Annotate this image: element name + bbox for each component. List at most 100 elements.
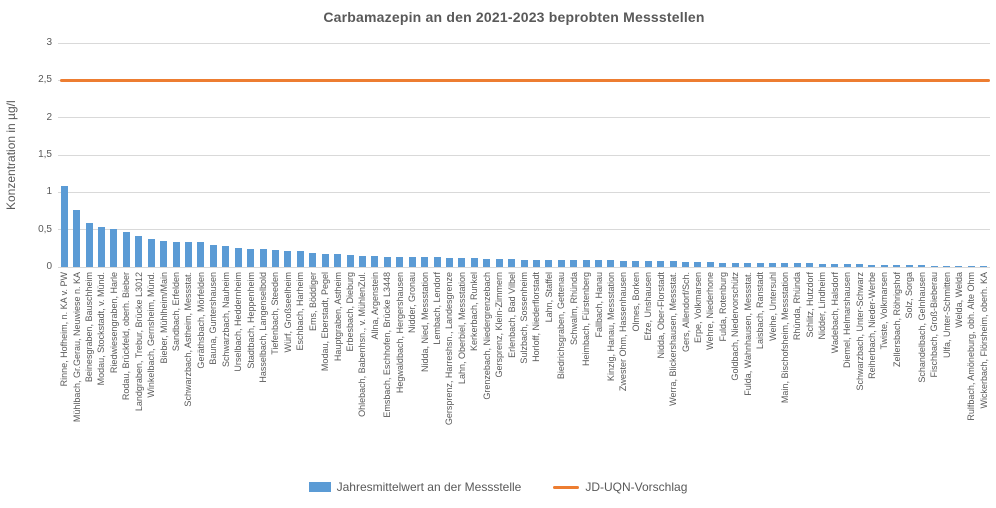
x-axis-label: Hegwaldbach, Hergershausen: [394, 272, 405, 394]
y-tick-label: 0,5: [38, 223, 52, 235]
bar: [73, 209, 81, 267]
x-axis-label: Fallbach, Hanau: [593, 272, 604, 338]
bar: [396, 256, 404, 267]
uqn-reference-line: [60, 78, 990, 82]
x-axis-label: Rhünda, Rhünda: [792, 272, 803, 341]
bar: [756, 262, 764, 267]
x-axis-label: Stadtbach, Heppenheim: [245, 272, 256, 369]
bar: [271, 249, 279, 267]
x-axis-label: Rodau, Brückfeld, oberh. Bieber: [121, 272, 132, 401]
x-axis-label: Kinzig, Hanau, Messstation: [605, 272, 616, 382]
bar: [408, 257, 416, 267]
bar: [880, 264, 888, 267]
bar: [160, 240, 168, 267]
bar: [520, 259, 528, 267]
y-tick-label: 1: [46, 186, 52, 198]
bar: [259, 249, 267, 267]
bar: [296, 251, 304, 267]
bar: [818, 264, 826, 267]
bar: [682, 261, 690, 267]
x-axis-label: Nidder, Lindheim: [817, 272, 828, 340]
bar: [781, 263, 789, 267]
x-axis-label: Schlitz, Hutzdorf: [804, 272, 815, 338]
bar: [532, 259, 540, 267]
gridline: [58, 229, 990, 231]
x-axis-label: Modau, Eberstadt, Pegel: [320, 272, 331, 372]
bar: [247, 249, 255, 267]
y-tick-label: 2: [46, 111, 52, 123]
x-axis-label: Diemel, Helmarshausen: [842, 272, 853, 369]
x-axis-label: Schwarzbach, Nauheim: [220, 272, 231, 368]
x-axis-label: Lahn, Staffel: [543, 272, 554, 323]
x-axis-label: Rulfbach, Amöneburg, obh. Alte Ohm: [966, 272, 977, 421]
bar: [570, 260, 578, 267]
x-axis-label: Sulzbach, Sossenheim: [519, 272, 529, 364]
legend-label-reference-line: JD-UQN-Vorschlag: [585, 480, 688, 494]
gridline: [58, 154, 990, 156]
x-axis-label: Fulda, Wahnhausen, Messstat.: [742, 272, 753, 396]
bar: [508, 258, 516, 267]
x-axis-label: Horloff, Niederflorstadt: [531, 272, 542, 362]
x-axis-label: Landgraben, Trebur, Brücke L3012: [133, 272, 144, 412]
x-axis-label: Welda, Welda: [953, 272, 964, 328]
bar: [856, 264, 864, 267]
gridline: [58, 191, 990, 193]
x-axis-label: Efze, Unshausen: [643, 272, 654, 341]
x-axis-label: Biedrichsgraben, Gettenau: [556, 272, 567, 380]
bar: [657, 261, 665, 267]
x-axis-label: Fulda, Rotenburg: [717, 272, 728, 342]
bar: [905, 264, 913, 267]
reference-line-swatch-icon: [553, 485, 580, 489]
x-axis-label: Emsbach, Eschhofen, Brücke L3448: [382, 272, 393, 418]
x-axis-label: Hauptgraben, Astheim: [332, 272, 343, 362]
x-axis-label: Mühlbach, Gr.Gerau, Neuwiese n. KA: [71, 272, 82, 423]
x-axis-label: Wehre, Niederhone: [705, 272, 716, 350]
bar: [943, 265, 950, 267]
bar: [85, 222, 93, 267]
bar: [483, 258, 491, 267]
bar: [122, 231, 130, 267]
bar: [980, 265, 988, 267]
x-axis-label: Erlenbach, Bad Vilbel: [506, 272, 517, 358]
chart-title: Carbamazepin an den 2021-2023 beprobten …: [323, 9, 705, 25]
x-axis-label: Geräthsbach, Mörfelden: [195, 272, 206, 369]
x-axis-label: Kerkerbach, Runkel: [469, 272, 480, 352]
y-tick-label: 3: [46, 37, 52, 48]
bar: [97, 227, 105, 267]
bar: [918, 264, 926, 267]
bar: [309, 252, 317, 267]
bar: [209, 245, 217, 267]
bar: [458, 258, 466, 267]
y-tick-label: 0: [46, 261, 52, 272]
x-axis-label: Erbesbach, Dieburg: [345, 272, 356, 352]
x-axis-label: Winkelbach, Gernsheim, Münd.: [146, 272, 157, 398]
x-axis-label: Beinesgraben, Bauschheim: [84, 272, 95, 383]
x-axis-label: Werra, Blickershausen, Messstat.: [668, 272, 679, 406]
gridline: [58, 266, 990, 268]
bar: [135, 235, 143, 267]
bar: [172, 241, 180, 267]
x-axis-label: Ulfa, Unter-Schmitten: [941, 272, 952, 359]
bar: [383, 256, 391, 267]
bar: [358, 255, 366, 267]
x-axis-label: Ohlebach, Babenhsn., v. MühlenZul.: [357, 272, 368, 417]
bar: [930, 265, 938, 267]
x-axis-label: Schwarzbach, Unter-Schwarz: [854, 272, 865, 391]
bar: [967, 265, 975, 267]
bar: [421, 257, 429, 267]
x-axis-label: Nidda, Nied, Messstation: [419, 272, 430, 373]
x-axis-label: Sandbach, Erfelden: [171, 272, 182, 352]
legend: Jahresmittelwert an der Messstelle JD-UQ…: [0, 480, 996, 494]
bar: [706, 261, 714, 267]
bar: [470, 258, 478, 267]
x-axis-label: Wickerbach, Flörsheim, oberh. KA: [978, 272, 989, 409]
bar: [843, 264, 851, 267]
x-axis-label: Nidder, Gronau: [407, 272, 418, 334]
bar: [545, 259, 553, 267]
bar: [346, 255, 354, 267]
y-tick-label: 2,5: [38, 74, 52, 86]
bar: [222, 246, 230, 267]
x-axis-label: Modau, Stockstadt, v. Münd.: [96, 272, 107, 386]
bar: [806, 263, 814, 267]
